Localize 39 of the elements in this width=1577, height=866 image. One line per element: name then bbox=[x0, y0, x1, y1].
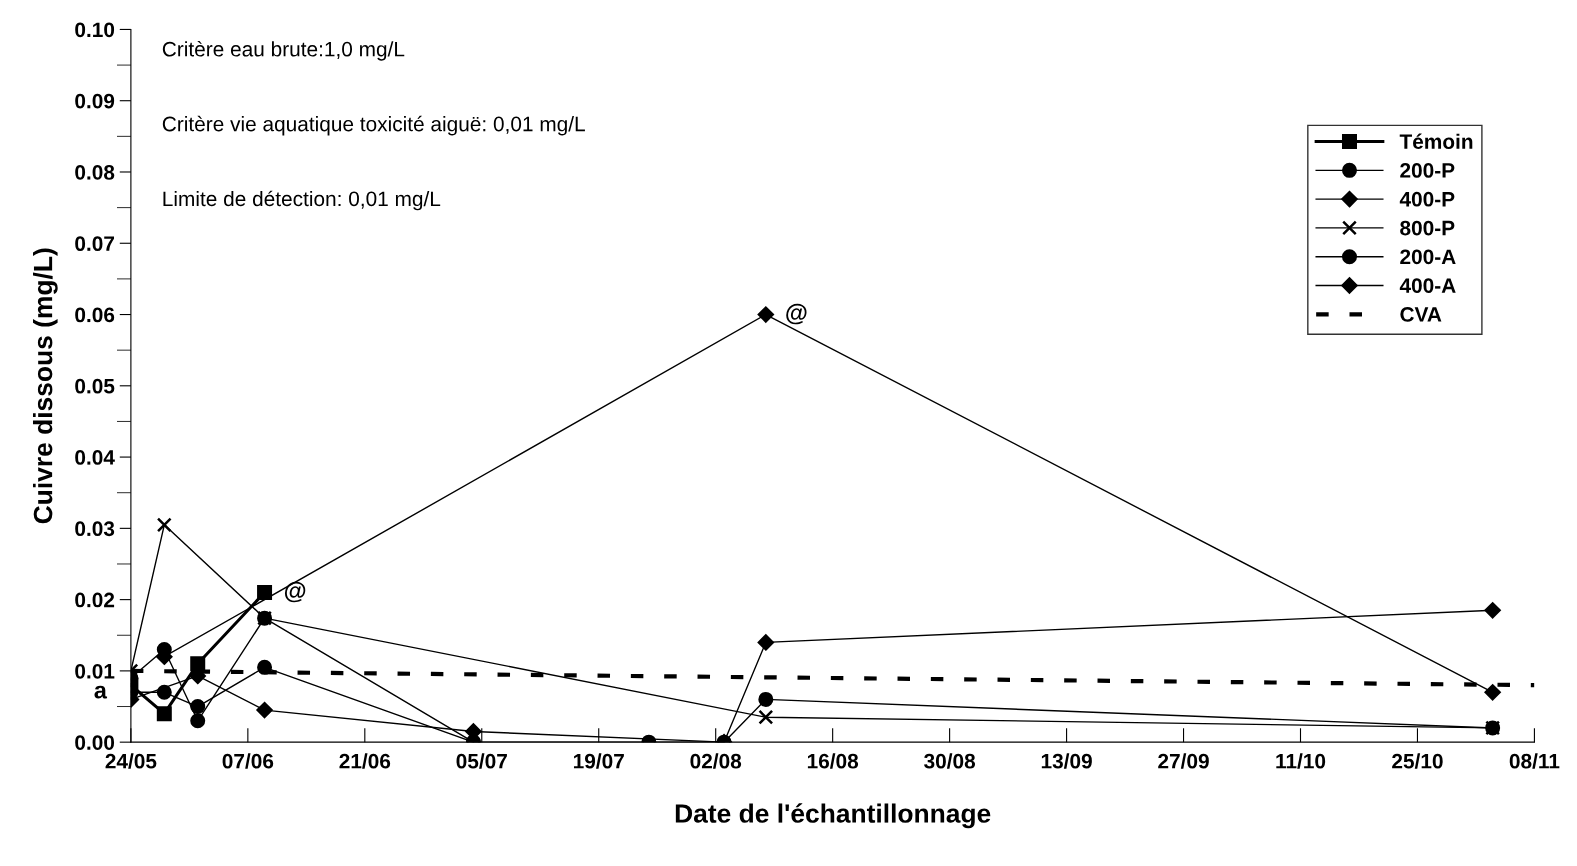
x-tick-label: 30/08 bbox=[924, 753, 976, 769]
legend-label: 800-P bbox=[1400, 220, 1455, 236]
y-tick-label: 0.02 bbox=[75, 592, 115, 608]
legend-label: 400-A bbox=[1399, 278, 1456, 293]
annotation: @ bbox=[284, 581, 306, 603]
x-tick-label: 21/06 bbox=[339, 753, 391, 769]
y-tick-label: 0.07 bbox=[75, 236, 115, 252]
x-tick-label: 16/08 bbox=[807, 753, 859, 769]
x-tick-label: 07/06 bbox=[222, 753, 274, 769]
x-tick-label: 08/11 bbox=[1509, 753, 1560, 769]
y-tick-label: 0.04 bbox=[75, 450, 115, 465]
legend-label: 400-P bbox=[1399, 191, 1455, 207]
x-tick-label: 11/10 bbox=[1276, 753, 1326, 769]
y-tick-label: 0.01 bbox=[75, 663, 115, 679]
x-tick-label: 02/08 bbox=[690, 753, 742, 769]
y-tick-label: 0.06 bbox=[75, 307, 115, 323]
annotation: Critère eau brute:1,0 mg/L bbox=[162, 40, 405, 61]
x-tick-label: 24/05 bbox=[105, 753, 157, 769]
y-tick-label: 0.08 bbox=[75, 164, 115, 180]
x-tick-label: 27/09 bbox=[1158, 753, 1209, 769]
annotation: @ bbox=[786, 303, 807, 325]
x-tick-label: 13/09 bbox=[1041, 753, 1092, 769]
legend-label: 200-P bbox=[1400, 163, 1455, 178]
y-tick-label: 0.03 bbox=[75, 521, 115, 537]
y-tick-label: 0.00 bbox=[75, 735, 115, 750]
y-tick-label: 0.05 bbox=[75, 378, 115, 394]
legend-label: 200-A bbox=[1400, 249, 1456, 265]
legend-label: CVA bbox=[1400, 307, 1442, 322]
legend-label: Témoin bbox=[1399, 133, 1473, 150]
y-axis-title: Cuivre dissous (mg/L) bbox=[32, 248, 58, 524]
x-tick-label: 25/10 bbox=[1392, 753, 1443, 769]
annotation: Limite de détection: 0,01 mg/L bbox=[163, 190, 441, 211]
x-tick-label: 19/07 bbox=[573, 753, 624, 769]
y-tick-label: 0.09 bbox=[75, 93, 115, 109]
x-axis-title: Date de l'échantillonnage bbox=[675, 803, 991, 829]
annotation: Critère vie aquatique toxicité aiguë: 0,01 mg/L bbox=[162, 115, 585, 136]
annotation: a bbox=[94, 685, 108, 699]
y-tick-label: 0.10 bbox=[75, 22, 115, 38]
x-tick-label: 05/07 bbox=[456, 753, 507, 769]
